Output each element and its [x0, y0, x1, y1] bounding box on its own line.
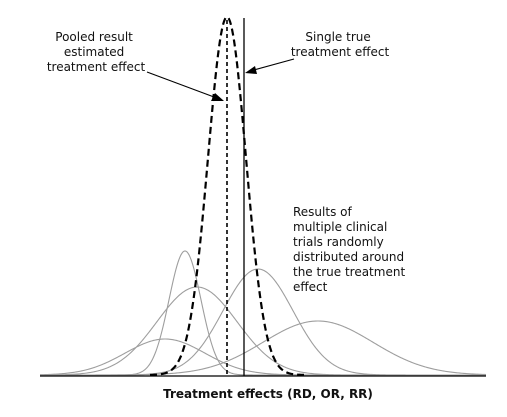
pooled-result-curve	[149, 15, 305, 376]
pooled-label-line-3: treatment effect	[47, 60, 146, 74]
true-effect-label-line-2: treatment effect	[291, 45, 390, 59]
trial-curve-2	[40, 286, 486, 376]
pooled-result-curve-group	[149, 15, 305, 376]
trials-label: Results of multiple clinical trials rand…	[293, 205, 409, 294]
trial-curve-3	[39, 338, 486, 376]
trial-result-curves	[39, 250, 487, 376]
trials-label-line-4: distributed around	[293, 250, 404, 264]
pooled-label: Pooled result estimated treatment effect	[47, 30, 146, 74]
pooled-arrow	[146, 71, 215, 98]
trials-label-line-3: trials randomly	[293, 235, 384, 249]
trials-label-line-1: Results of	[293, 205, 352, 219]
true-effect-arrow	[253, 58, 295, 71]
true-effect-arrowhead	[245, 66, 257, 74]
true-effect-label: Single true treatment effect	[291, 30, 390, 59]
trials-label-line-2: multiple clinical	[293, 220, 387, 234]
pooled-label-line-1: Pooled result	[55, 30, 133, 44]
trial-curve-4	[40, 268, 486, 376]
trials-label-line-5: the true treatment	[293, 265, 405, 279]
true-effect-label-line-1: Single true	[305, 30, 370, 44]
trial-curve-5	[40, 320, 487, 376]
pooled-arrowhead	[211, 93, 224, 101]
pooled-label-line-2: estimated	[64, 45, 124, 59]
axis-title: Treatment effects (RD, OR, RR)	[163, 387, 373, 401]
trials-label-line-6: effect	[293, 280, 328, 294]
